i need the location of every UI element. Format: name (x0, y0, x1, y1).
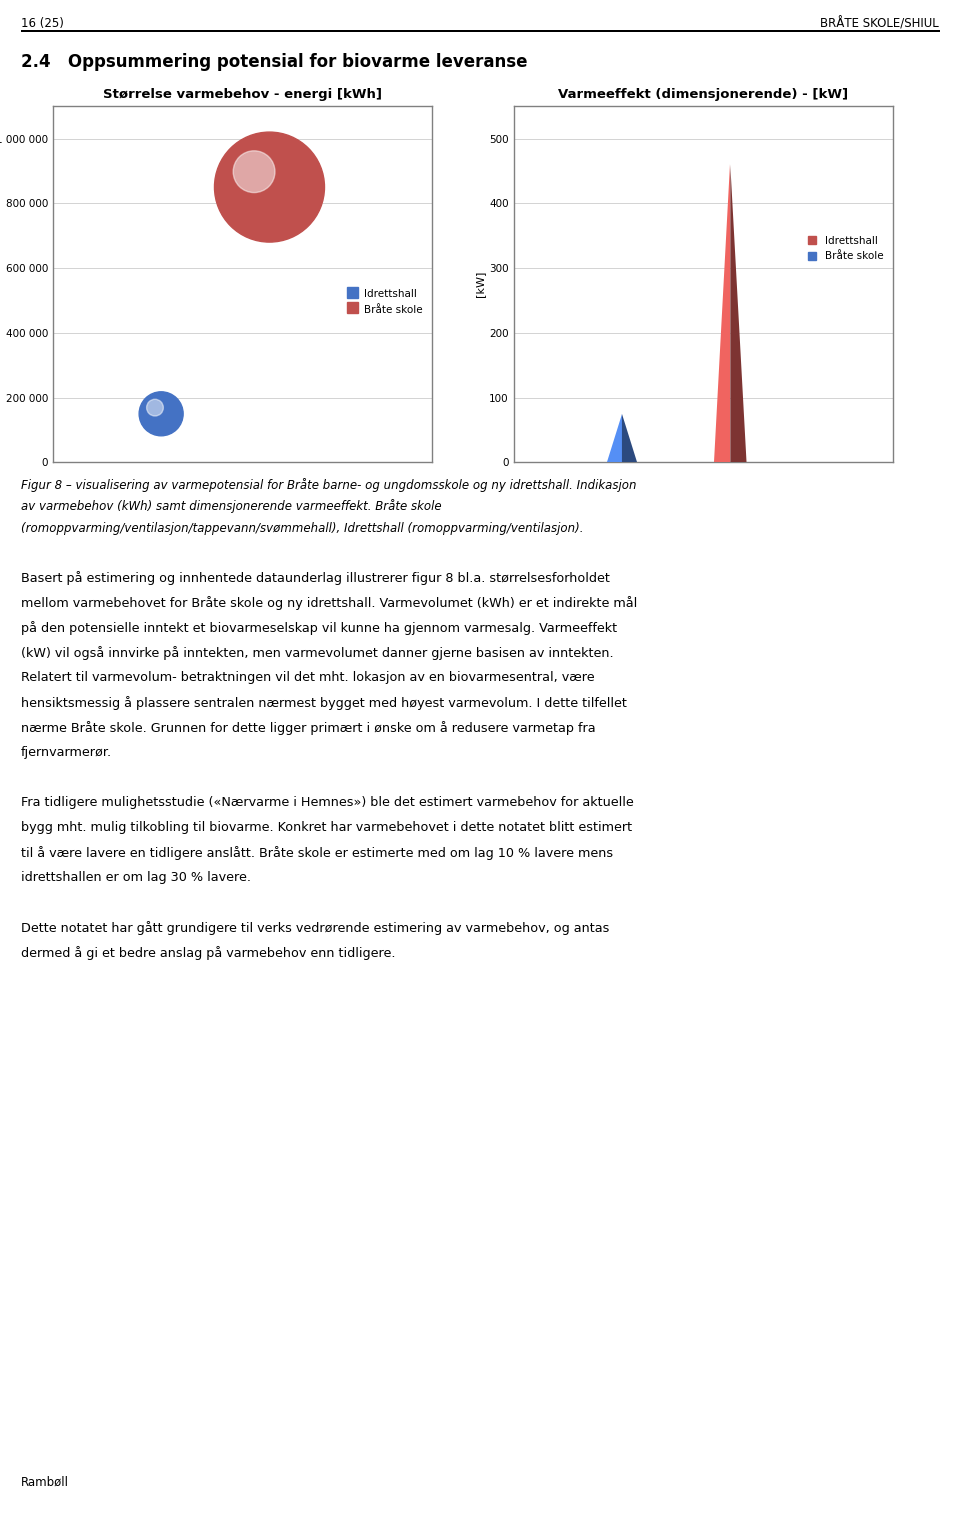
Title: Varmeeffekt (dimensjonerende) - [kW]: Varmeeffekt (dimensjonerende) - [kW] (558, 88, 849, 100)
Text: Figur 8 – visualisering av varmepotensial for Bråte barne- og ungdomsskole og ny: Figur 8 – visualisering av varmepotensia… (21, 478, 636, 491)
Text: hensiktsmessig å plassere sentralen nærmest bygget med høyest varmevolum. I dett: hensiktsmessig å plassere sentralen nærm… (21, 696, 627, 709)
Polygon shape (714, 164, 731, 462)
Y-axis label: [kW]: [kW] (475, 271, 485, 297)
Text: mellom varmebehovet for Bråte skole og ny idrettshall. Varmevolumet (kWh) er et : mellom varmebehovet for Bråte skole og n… (21, 596, 637, 609)
Text: bygg mht. mulig tilkobling til biovarme. Konkret har varmebehovet i dette notate: bygg mht. mulig tilkobling til biovarme.… (21, 822, 633, 834)
Text: til å være lavere en tidligere anslått. Bråte skole er estimerte med om lag 10 %: til å være lavere en tidligere anslått. … (21, 846, 613, 860)
Legend: Idrettshall, Bråte skole: Idrettshall, Bråte skole (804, 232, 888, 265)
Text: på den potensielle inntekt et biovarmeselskap vil kunne ha gjennom varmesalg. Va: på den potensielle inntekt et biovarmese… (21, 622, 617, 635)
Title: Størrelse varmebehov - energi [kWh]: Størrelse varmebehov - energi [kWh] (103, 88, 382, 100)
Ellipse shape (152, 406, 176, 431)
Text: nærme Bråte skole. Grunnen for dette ligger primært i ønske om å redusere varmet: nærme Bråte skole. Grunnen for dette lig… (21, 722, 596, 735)
Text: 2.4   Oppsummering potensial for biovarme leveranse: 2.4 Oppsummering potensial for biovarme … (21, 53, 528, 71)
Polygon shape (622, 414, 637, 462)
Legend: Idrettshall, Bråte skole: Idrettshall, Bråte skole (343, 285, 427, 318)
Text: Relatert til varmevolum- betraktningen vil det mht. lokasjon av en biovarmesentr: Relatert til varmevolum- betraktningen v… (21, 672, 595, 684)
Text: 16 (25): 16 (25) (21, 18, 64, 30)
Polygon shape (731, 164, 747, 462)
Ellipse shape (246, 168, 306, 229)
Text: Rambøll: Rambøll (21, 1475, 69, 1489)
Polygon shape (607, 414, 622, 462)
Ellipse shape (139, 391, 183, 435)
Text: Fra tidligere mulighetsstudie («Nærvarme i Hemnes») ble det estimert varmebehov : Fra tidligere mulighetsstudie («Nærvarme… (21, 796, 634, 810)
Text: Dette notatet har gått grundigere til verks vedrørende estimering av varmebehov,: Dette notatet har gått grundigere til ve… (21, 922, 610, 935)
Ellipse shape (214, 132, 324, 243)
Text: fjernvarmerør.: fjernvarmerør. (21, 746, 112, 760)
Text: BRÅTE SKOLE/SHIUL: BRÅTE SKOLE/SHIUL (820, 18, 939, 30)
Text: av varmebehov (kWh) samt dimensjonerende varmeeffekt. Bråte skole: av varmebehov (kWh) samt dimensjonerende… (21, 500, 442, 514)
Text: Basert på estimering og innhentede dataunderlag illustrerer figur 8 bl.a. større: Basert på estimering og innhentede datau… (21, 572, 610, 585)
Text: dermed å gi et bedre anslag på varmebehov enn tidligere.: dermed å gi et bedre anslag på varmebeho… (21, 946, 396, 960)
Text: (kW) vil også innvirke på inntekten, men varmevolumet danner gjerne basisen av i: (kW) vil også innvirke på inntekten, men… (21, 646, 613, 659)
Text: idrettshallen er om lag 30 % lavere.: idrettshallen er om lag 30 % lavere. (21, 872, 252, 884)
Ellipse shape (233, 150, 275, 193)
Ellipse shape (147, 399, 163, 415)
Text: (romoppvarming/ventilasjon/tappevann/svømmehall), Idrettshall (romoppvarming/ven: (romoppvarming/ventilasjon/tappevann/svø… (21, 522, 584, 535)
